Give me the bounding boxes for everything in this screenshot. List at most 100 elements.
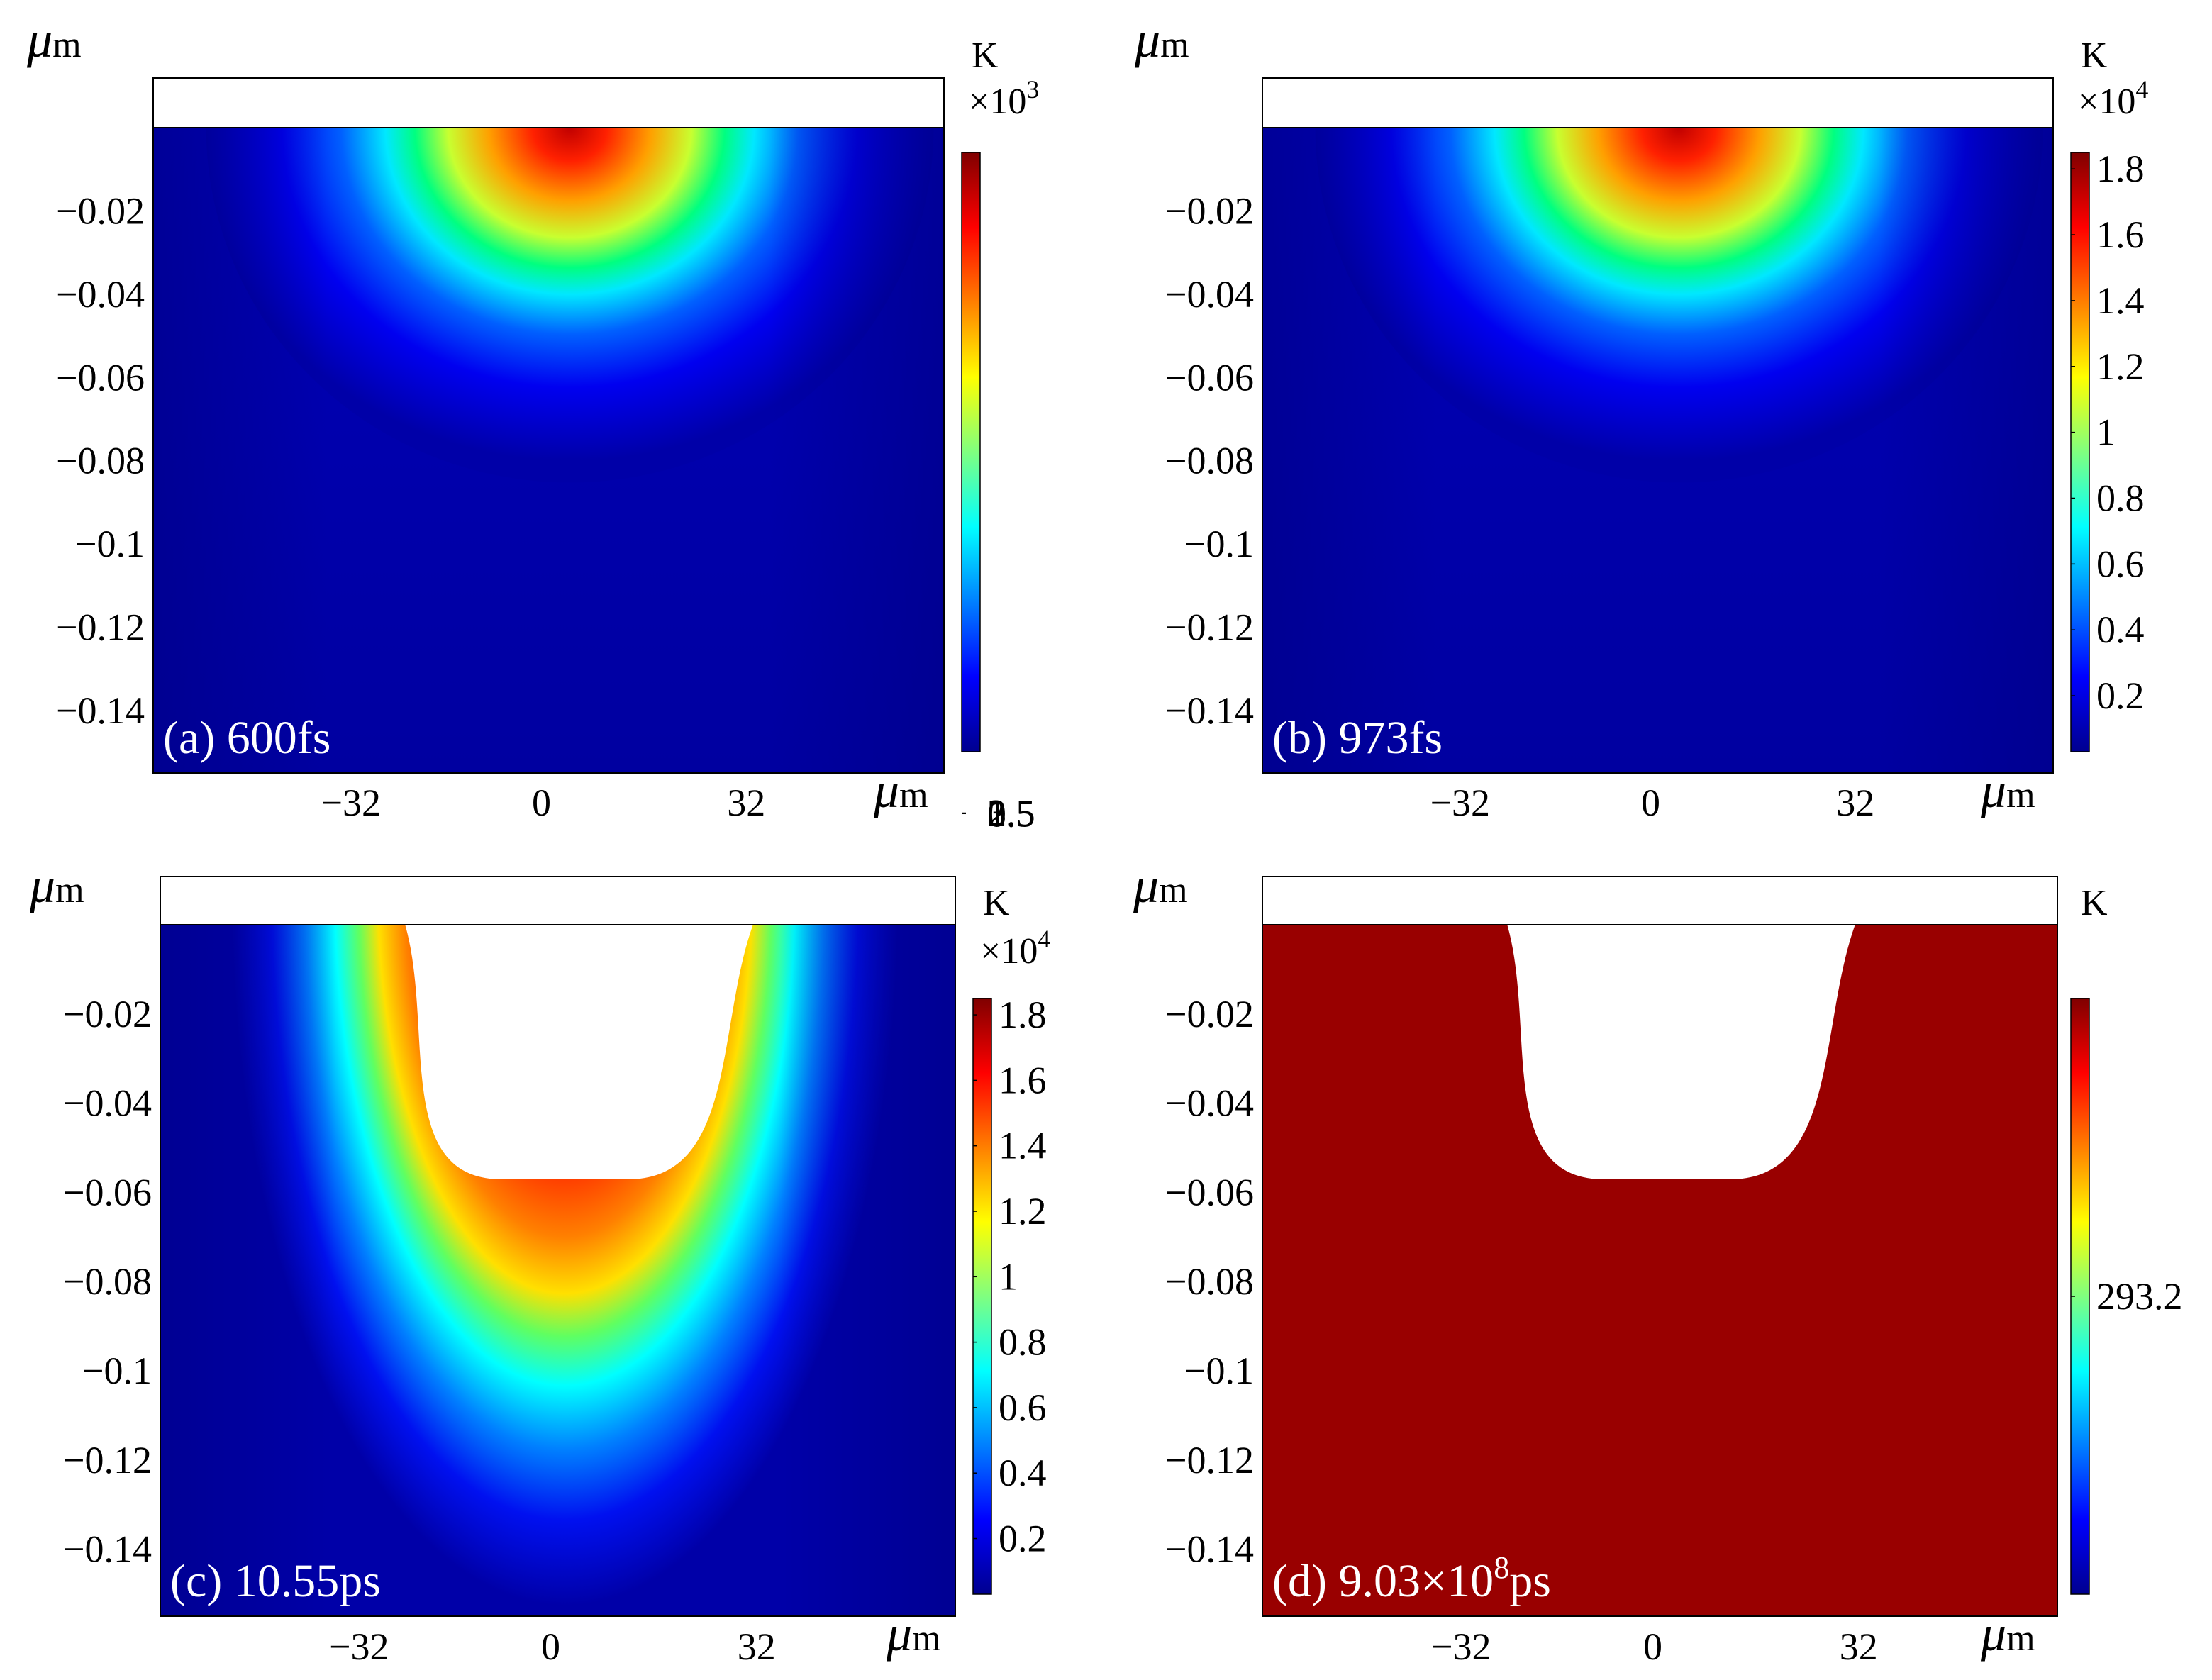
- air-region: [1262, 876, 2058, 925]
- colorbar-gradient: [972, 998, 992, 1595]
- x-unit-label: μm: [1980, 1605, 2035, 1662]
- y-tick-label: −0.1: [1184, 1350, 1254, 1392]
- x-tick-label: 0: [1641, 781, 1660, 824]
- y-tick-label: −0.12: [1165, 1439, 1254, 1481]
- colorbar-unit: K: [983, 883, 1010, 923]
- colorbar-unit: K: [2081, 883, 2108, 923]
- colorbar-unit: K: [972, 35, 999, 76]
- colorbar: K 293.2: [2070, 883, 2183, 1595]
- colorbar-gradient: [961, 152, 981, 752]
- y-tick-label: −0.08: [1165, 440, 1254, 482]
- ablation-crater: [405, 925, 753, 1179]
- x-tick-label: −32: [321, 781, 381, 824]
- colorbar-tick-label: 293.2: [2096, 1275, 2183, 1318]
- colorbar-tick-label: 1: [999, 1255, 1018, 1298]
- y-unit-label: μm: [29, 857, 84, 913]
- panel-label: (c) 10.55ps: [170, 1555, 381, 1607]
- y-tick-label: −0.14: [1165, 689, 1254, 732]
- panel-c: μm μm −0.02 −0.04 −0.06 −0.08 −0.1 −0.12 −0.14 −3…: [29, 857, 1050, 1668]
- x-unit-label: μm: [886, 1605, 941, 1662]
- x-unit-label: μm: [1980, 762, 2035, 818]
- plot-frame: [1262, 876, 2058, 1617]
- x-tick-label: −32: [1431, 1625, 1491, 1668]
- y-tick-label: −0.06: [1165, 356, 1254, 399]
- colorbar-tick-label: 2.5: [987, 792, 1035, 835]
- y-tick-label: −0.1: [82, 1350, 152, 1392]
- air-region: [160, 876, 956, 925]
- y-tick-label: −0.14: [63, 1528, 152, 1571]
- colorbar-gradient: [2070, 152, 2090, 752]
- colorbar-tick-label: 0.2: [2096, 674, 2145, 717]
- x-tick-label: 0: [1643, 1625, 1662, 1668]
- x-tick-label: −32: [1430, 781, 1490, 824]
- panel-b: μm μm −0.02 −0.04 −0.06 −0.08 −0.1 −0.12 −0.14 −3…: [1134, 11, 2148, 824]
- y-tick-label: −0.04: [1165, 273, 1254, 316]
- x-tick-label: 32: [738, 1625, 776, 1668]
- air-region: [1262, 77, 2054, 128]
- x-tick-label: 32: [1836, 781, 1874, 824]
- x-tick-label: 0: [532, 781, 551, 824]
- colorbar-tick-label: 1.4: [999, 1125, 1047, 1167]
- colorbar-tick-label: 0.5: [987, 792, 1035, 835]
- y-tick-label: −0.04: [63, 1082, 152, 1125]
- colorbar-tick-label: 3: [987, 792, 1006, 835]
- y-tick-label: −0.08: [1165, 1260, 1254, 1303]
- y-tick-label: −0.1: [75, 523, 145, 565]
- edge-shading: [1262, 128, 2053, 773]
- y-tick-label: −0.06: [63, 1171, 152, 1213]
- colorbar-unit: K: [2081, 35, 2108, 76]
- y-tick-label: −0.12: [56, 606, 145, 649]
- colorbar-tick-label: 0.8: [999, 1321, 1047, 1364]
- colorbar-tick-label: 0.4: [999, 1452, 1047, 1494]
- y-tick-label: −0.08: [56, 440, 145, 482]
- y-unit-label: μm: [26, 11, 82, 68]
- y-tick-label: −0.14: [56, 689, 145, 732]
- colorbar-tick-label: 1.6: [999, 1059, 1047, 1101]
- colorbar-tick-label: 1.5: [987, 792, 1035, 835]
- panel-a: μm μm −0.02 −0.04 −0.06 −0.08 −0.1 −0.12 −0.14 −3…: [26, 11, 1039, 835]
- colorbar-tick-label: 0.6: [999, 1386, 1047, 1429]
- colorbar-tick-label: 0.8: [2096, 477, 2145, 520]
- plot-frame: [160, 876, 956, 1617]
- colorbar-tick-label: 1.2: [999, 1190, 1047, 1233]
- colorbar-multiplier: ×104: [980, 925, 1050, 972]
- edge-shading: [153, 128, 944, 773]
- y-tick-label: −0.02: [1165, 189, 1254, 232]
- y-tick-label: −0.1: [1184, 523, 1254, 565]
- plot-frame: [1262, 77, 2054, 774]
- ablation-crater: [1507, 925, 1855, 1179]
- colorbar-tick-label: 0.2: [999, 1518, 1047, 1560]
- x-tick-label: 0: [541, 1625, 560, 1668]
- colorbar-tick-label: 1: [987, 792, 1006, 835]
- y-tick-label: −0.04: [1165, 1082, 1254, 1125]
- y-tick-label: −0.02: [63, 993, 152, 1035]
- colorbar-tick-label: 2: [987, 792, 1006, 835]
- y-tick-label: −0.02: [56, 189, 145, 232]
- plot-frame: [152, 77, 945, 774]
- colorbar-tick-label: 1.8: [999, 994, 1047, 1036]
- colorbar-tick-label: 1.8: [2096, 148, 2145, 190]
- colorbar: K×104 0.2 0.4 0.6 0.8 1 1.2 1.4 1.6 1.8: [972, 883, 1050, 1595]
- x-tick-label: 32: [727, 781, 765, 824]
- x-tick-label: 32: [1840, 1625, 1878, 1668]
- colorbar-tick-label: 0.4: [2096, 608, 2145, 651]
- y-tick-label: −0.06: [1165, 1171, 1254, 1213]
- y-unit-label: μm: [1134, 11, 1189, 68]
- x-unit-label: μm: [873, 762, 928, 818]
- colorbar-multiplier: ×103: [969, 75, 1039, 122]
- colorbar-tick-label: 1.4: [2096, 279, 2145, 322]
- air-region: [152, 77, 945, 128]
- colorbar-tick-label: 1.6: [2096, 213, 2145, 256]
- y-tick-label: −0.12: [1165, 606, 1254, 649]
- x-tick-label: −32: [329, 1625, 389, 1668]
- y-tick-label: −0.04: [56, 273, 145, 316]
- colorbar: K×104 0.2 0.4 0.6 0.8 1 1.2 1.4 1.6 1.8: [2070, 35, 2148, 752]
- colorbar: K×103 0.511.522.53: [961, 35, 1039, 835]
- panels: μmμm−0.02−0.04−0.06−0.08−0.1−0.12−0.14−3…: [26, 11, 2183, 1668]
- panel-label: (b) 973fs: [1272, 712, 1443, 764]
- y-tick-label: −0.02: [1165, 993, 1254, 1035]
- colorbar-tick-label: 0.6: [2096, 543, 2145, 585]
- colorbar-tick-label: 1: [2096, 411, 2116, 454]
- panel-label: (d) 9.03×108ps: [1272, 1550, 1551, 1607]
